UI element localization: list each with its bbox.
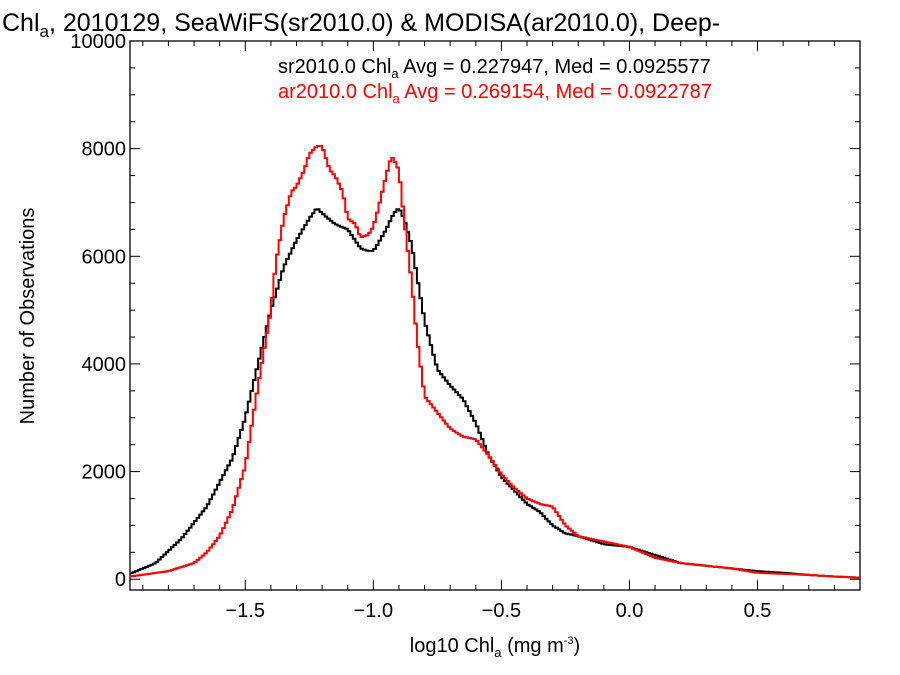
- chart-title: Chla, 2010129, SeaWiFS(sr2010.0) & MODIS…: [2, 9, 720, 41]
- x-tick-label: −0.5: [482, 600, 521, 622]
- y-axis-label: Number of Observations: [17, 208, 39, 425]
- x-axis-label: log10 Chla (mg m-3): [410, 635, 580, 660]
- y-tick-label: 6000: [82, 246, 127, 268]
- y-tick-label: 2000: [82, 462, 127, 484]
- y-tick-label: 0: [115, 569, 126, 591]
- series-lines: [130, 145, 860, 579]
- y-tick-label: 8000: [82, 139, 127, 161]
- y-tick-label: 10000: [70, 31, 126, 53]
- plot-area: [129, 40, 861, 591]
- axis-ticks: [130, 40, 861, 590]
- x-tick-label: −1.0: [354, 600, 393, 622]
- x-tick-label: 0.5: [744, 600, 772, 622]
- series-line-ar20100: [130, 145, 860, 579]
- legend-entry-sr2010: sr2010.0 Chla Avg = 0.227947, Med = 0.09…: [278, 56, 711, 81]
- y-tick-label: 4000: [82, 354, 127, 376]
- series-line-sr20100: [130, 208, 860, 579]
- x-tick-labels: −1.5 −1.0 −0.5 0.0 0.5: [226, 600, 772, 622]
- x-tick-label: 0.0: [616, 600, 644, 622]
- legend-entry-ar2010: ar2010.0 Chla Avg = 0.269154, Med = 0.09…: [278, 81, 712, 106]
- y-tick-labels: 0 2000 4000 6000 8000 10000: [70, 31, 126, 591]
- x-tick-label: −1.5: [226, 600, 265, 622]
